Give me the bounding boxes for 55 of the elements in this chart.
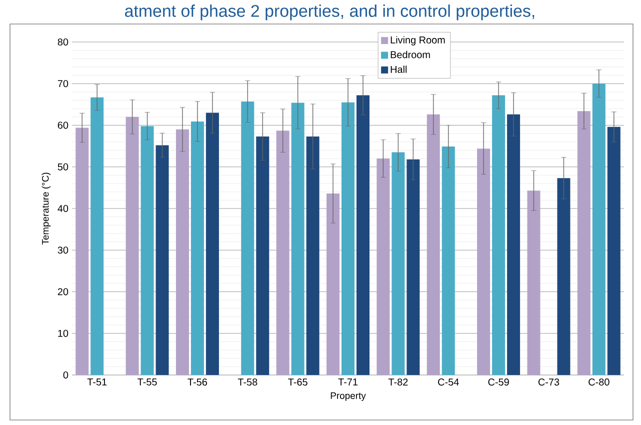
y-tick-label: 60	[58, 122, 68, 129]
bar	[90, 97, 104, 375]
bar	[557, 178, 570, 375]
bar	[392, 152, 405, 375]
x-tick-label: T-82	[388, 378, 408, 386]
bar	[356, 95, 370, 375]
bar	[607, 126, 620, 375]
x-tick-label: T-65	[288, 378, 308, 386]
bar	[342, 102, 355, 375]
x-tick-label: C-54	[438, 378, 459, 386]
bar	[527, 190, 540, 375]
bar	[406, 159, 420, 375]
bar	[156, 145, 169, 375]
legend-label: Living Room	[390, 36, 445, 46]
bar	[492, 95, 506, 375]
y-axis-title: Temperature (°C)	[42, 172, 51, 245]
bar	[376, 158, 390, 375]
x-tick-label: C-73	[538, 378, 560, 386]
legend-label: Bedroom	[390, 50, 430, 58]
bar	[507, 114, 520, 375]
bar	[256, 136, 270, 375]
bar	[306, 136, 320, 375]
bar	[241, 102, 254, 375]
bar	[140, 126, 154, 375]
y-tick-label: 0	[63, 371, 68, 379]
bar	[291, 102, 304, 375]
bar	[176, 129, 189, 375]
x-tick-label: T-58	[238, 378, 258, 386]
bar	[592, 84, 606, 375]
x-tick-label: C-59	[488, 378, 509, 386]
x-tick-label: T-55	[138, 378, 157, 386]
x-axis-title: Property	[330, 392, 366, 401]
bar	[326, 194, 340, 375]
y-tick-label: 40	[58, 204, 68, 212]
bar	[276, 130, 290, 375]
x-tick-label: T-71	[338, 378, 358, 386]
bar	[190, 122, 204, 375]
x-tick-label: T-56	[188, 378, 207, 386]
bar	[206, 112, 219, 375]
bar	[426, 114, 440, 375]
y-tick-label: 50	[58, 163, 68, 170]
bar	[477, 148, 490, 375]
y-tick-label: 30	[58, 246, 68, 254]
x-tick-label: C-80	[588, 378, 610, 386]
bar	[76, 128, 89, 375]
y-tick-label: 70	[58, 80, 68, 88]
x-tick-label: T-51	[87, 378, 107, 386]
bar	[577, 111, 590, 375]
bar	[126, 116, 139, 375]
y-tick-label: 80	[58, 38, 68, 46]
legend-label: Hall	[390, 66, 407, 73]
bar	[442, 146, 455, 375]
y-tick-label: 20	[58, 288, 68, 296]
chart-title: atment of phase 2 properties, and in control properties,	[125, 4, 534, 20]
y-tick-label: 10	[58, 330, 68, 337]
